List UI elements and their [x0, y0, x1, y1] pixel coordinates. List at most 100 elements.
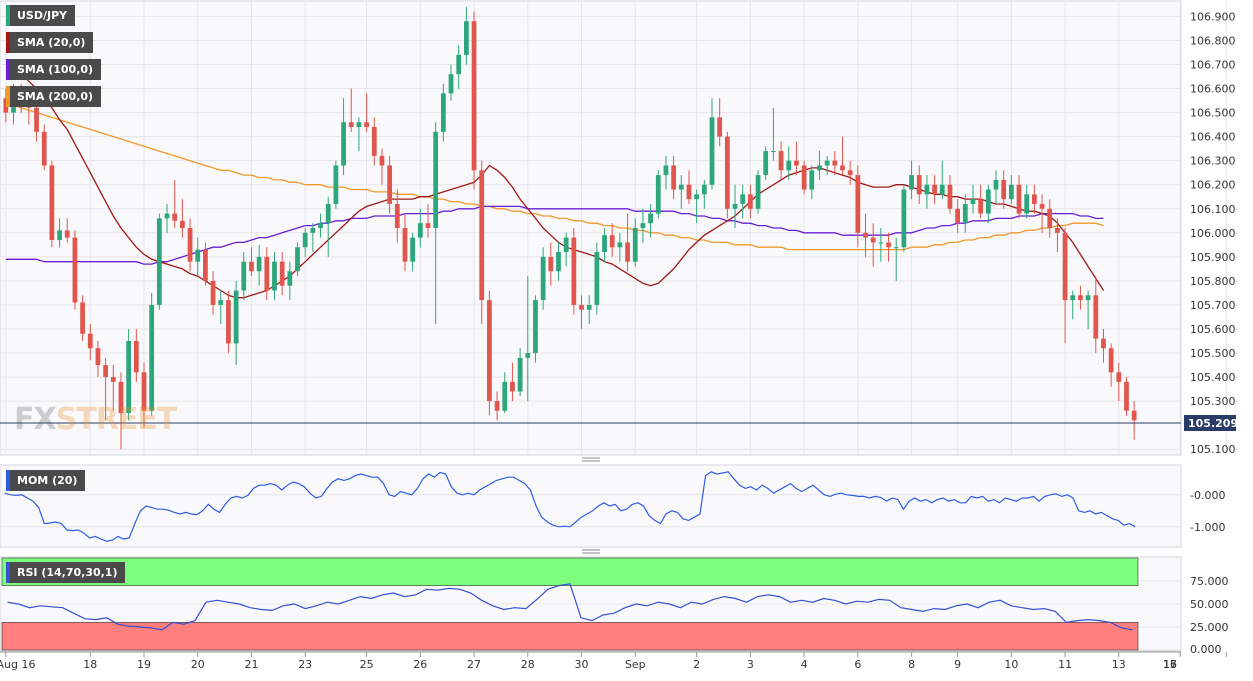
candle [494, 391, 500, 421]
y-tick-label: 106.100 [1190, 203, 1236, 216]
rsi-y-tick-label: 75.000 [1190, 575, 1229, 588]
candle-body [525, 353, 531, 358]
candle [57, 218, 62, 248]
candle-body [824, 160, 830, 166]
candle [586, 295, 592, 325]
last-price-badge [1184, 414, 1236, 431]
sma200-line [5, 102, 1104, 251]
candle-body [901, 189, 907, 248]
candle [141, 362, 147, 428]
candle-body [763, 151, 769, 176]
candle [502, 372, 508, 414]
candle-body [318, 223, 323, 228]
candle [325, 196, 331, 257]
candle-body [64, 230, 70, 238]
legend-sma20[interactable]: SMA (20,0) [6, 32, 94, 53]
y-tick-label: 106.000 [1190, 227, 1236, 240]
y-tick-label: 106.400 [1190, 131, 1236, 144]
candle [955, 199, 961, 233]
y-tick-label: 106.200 [1190, 179, 1236, 192]
candle [118, 372, 124, 450]
candle [226, 290, 231, 354]
legend-rsi[interactable]: RSI (14,70,30,1) [6, 562, 126, 583]
candle-body [617, 242, 623, 248]
candle [978, 184, 984, 219]
candle [686, 170, 692, 204]
legend-sma200[interactable]: SMA (200,0) [6, 86, 102, 107]
candle-body [556, 252, 561, 272]
panel-resize-handle-1[interactable] [582, 457, 600, 462]
candle-body [417, 223, 423, 238]
fxstreet-watermark: FXSTREET [14, 402, 177, 437]
candle [1116, 362, 1122, 402]
candle [717, 98, 723, 147]
y-axis-rsi: 75.000 50.000 25.000 0.000 [1190, 575, 1229, 656]
mom-series-line [4, 471, 1136, 542]
candle-body [471, 21, 477, 171]
mom-swatch-icon [6, 470, 10, 491]
candle-body [563, 237, 569, 253]
candle-body [663, 165, 669, 176]
candle [740, 184, 746, 219]
candle-body [57, 230, 62, 241]
candle-body [310, 228, 316, 233]
mom-line [4, 471, 1136, 542]
candle [1101, 328, 1106, 363]
main-panel-bg [0, 0, 1182, 456]
candle-body [886, 242, 891, 248]
candle-body [95, 348, 101, 366]
candle-body [517, 357, 523, 392]
candle [440, 83, 446, 142]
x-tick-label: 23 [298, 658, 312, 671]
candle-body [640, 223, 646, 228]
candle [210, 271, 216, 315]
candle-body [686, 184, 692, 200]
candle [203, 242, 208, 286]
candle [832, 151, 838, 176]
y-tick-label: 105.800 [1190, 275, 1236, 288]
x-tick-label: Aug 16 [0, 658, 35, 671]
candle-body [41, 131, 47, 166]
candle-body [794, 160, 799, 166]
candle [295, 242, 300, 277]
y-axis-mom: -0.000 -1.000 [1190, 489, 1225, 534]
mom-y-tick-label: -1.000 [1190, 521, 1225, 534]
candle [302, 228, 308, 257]
candle [901, 184, 907, 253]
candle [724, 131, 730, 219]
candle-body [195, 249, 201, 262]
panel-resize-handle-2[interactable] [582, 549, 600, 554]
legend-sma100[interactable]: SMA (100,0) [6, 59, 102, 80]
candle [333, 160, 339, 209]
candle-body [579, 304, 584, 310]
candle-body [1108, 348, 1114, 373]
candle-body [187, 228, 193, 262]
legend-usdjpy[interactable]: USD/JPY [6, 5, 76, 26]
candle [1001, 170, 1007, 209]
candle [985, 184, 991, 224]
candle [909, 160, 914, 200]
candle [1062, 228, 1068, 344]
x-tick-label: 20 [191, 658, 205, 671]
legend-mom[interactable]: MOM (20) [6, 470, 86, 491]
candle [694, 189, 700, 224]
y-tick-label: 106.600 [1190, 83, 1236, 96]
candle [279, 252, 285, 296]
candle [1131, 401, 1137, 440]
sma200-swatch-icon [6, 86, 10, 107]
candle [1055, 218, 1060, 253]
candle-body [932, 184, 937, 195]
candle-body [717, 117, 723, 137]
candle-body [156, 218, 162, 305]
y-tick-label: 105.400 [1190, 371, 1236, 384]
rsi-zones [1, 557, 1139, 651]
x-tick-label: 2 [693, 658, 700, 671]
candle [924, 175, 930, 209]
candle [1085, 290, 1091, 329]
candle [840, 136, 845, 176]
candle-body [602, 235, 607, 253]
candle [456, 45, 462, 89]
candle-body [264, 256, 270, 291]
candle [771, 107, 776, 161]
candle-body [133, 341, 139, 373]
